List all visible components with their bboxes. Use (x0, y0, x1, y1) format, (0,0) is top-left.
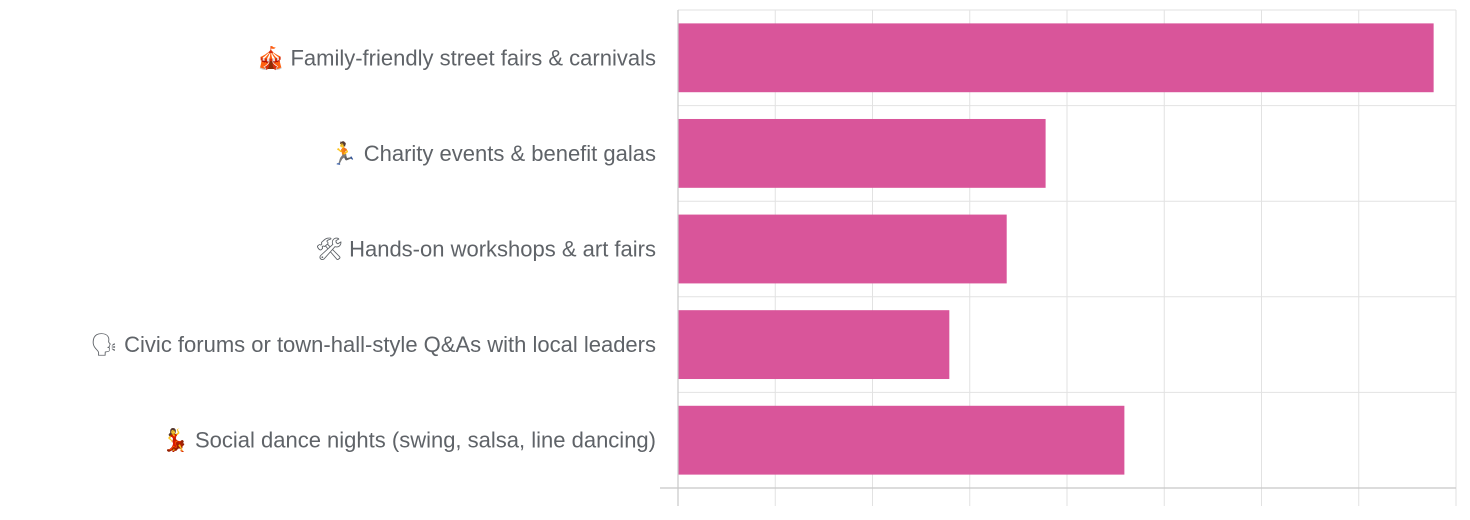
category-label: 🎪 Family-friendly street fairs & carniva… (257, 45, 656, 71)
category-label: 🗣 Civic forums or town-hall-style Q&As w… (90, 332, 656, 357)
grid-lines (677, 9, 1457, 506)
category-label: 🛠 Hands-on workshops & art fairs (315, 237, 656, 262)
bars (678, 23, 1434, 475)
category-label: 🏃 Charity events & benefit galas (330, 141, 656, 166)
bar (678, 405, 1125, 475)
category-labels: 🎪 Family-friendly street fairs & carniva… (90, 45, 656, 453)
bar (678, 23, 1434, 93)
category-label: 💃 Social dance nights (swing, salsa, lin… (161, 428, 656, 454)
axes (660, 10, 1456, 506)
bar (678, 310, 950, 380)
bar (678, 214, 1007, 284)
bar (678, 118, 1046, 188)
